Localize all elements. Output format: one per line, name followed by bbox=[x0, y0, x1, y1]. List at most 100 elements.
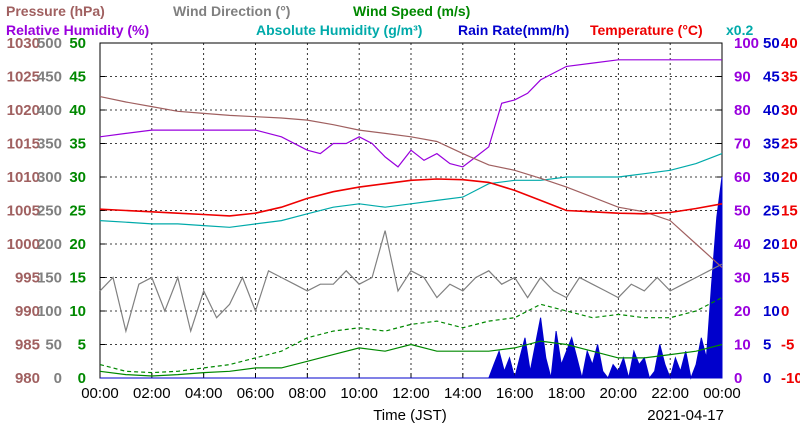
y-tick-label-wind-direction: 0 bbox=[54, 370, 62, 387]
y-tick-label-pressure: 1025 bbox=[7, 69, 40, 86]
date-label: 2021-04-17 bbox=[647, 407, 724, 424]
series-pressure bbox=[99, 96, 723, 268]
series-wind-direction bbox=[99, 230, 723, 334]
y-tick-label-temperature: 35 bbox=[781, 69, 798, 86]
series-rain-rate bbox=[100, 176, 723, 380]
y-tick-label-wind-direction: 200 bbox=[37, 236, 62, 253]
y-tick-label-pressure: 1020 bbox=[7, 102, 40, 119]
y-tick-label-wind-speed: 10 bbox=[69, 303, 86, 320]
y-tick-label-wind-speed: 30 bbox=[69, 169, 86, 186]
x-tick-label: 18:00 bbox=[548, 385, 586, 402]
y-tick-label-pressure: 985 bbox=[15, 337, 40, 354]
x-tick-label: 22:00 bbox=[651, 385, 689, 402]
y-tick-label-rain-rate: 0 bbox=[763, 370, 771, 387]
y-tick-label-rain-rate: 45 bbox=[763, 69, 780, 86]
y-tick-label-wind-direction: 500 bbox=[37, 35, 62, 52]
y-tick-label-temperature: 10 bbox=[781, 236, 798, 253]
y-tick-label-wind-direction: 50 bbox=[45, 337, 62, 354]
x-tick-label: 06:00 bbox=[237, 385, 275, 402]
y-tick-label-humidity: 100 bbox=[734, 35, 759, 52]
y-tick-label-rain-rate: 35 bbox=[763, 136, 780, 153]
legend-relative-humidity: Relative Humidity (%) bbox=[6, 22, 149, 38]
y-tick-label-wind-direction: 450 bbox=[37, 69, 62, 86]
y-tick-label-wind-direction: 250 bbox=[37, 203, 62, 220]
y-tick-label-temperature: -5 bbox=[781, 337, 794, 354]
y-tick-label-humidity: 0 bbox=[734, 370, 742, 387]
y-tick-label-humidity: 40 bbox=[734, 236, 751, 253]
series-layer bbox=[99, 59, 723, 380]
y-tick-label-wind-speed: 25 bbox=[69, 203, 86, 220]
y-tick-label-wind-speed: 50 bbox=[69, 35, 86, 52]
x-tick-label: 16:00 bbox=[496, 385, 534, 402]
y-tick-label-temperature: 15 bbox=[781, 203, 798, 220]
x-axis-label: Time (JST) bbox=[373, 407, 447, 424]
y-tick-label-humidity: 70 bbox=[734, 136, 751, 153]
x-tick-label: 12:00 bbox=[392, 385, 430, 402]
y-tick-label-temperature: 30 bbox=[781, 102, 798, 119]
y-tick-label-humidity: 10 bbox=[734, 337, 751, 354]
x-tick-label: 04:00 bbox=[185, 385, 223, 402]
y-tick-label-temperature: 0 bbox=[781, 303, 789, 320]
y-tick-label-rain-rate: 25 bbox=[763, 203, 780, 220]
y-tick-label-pressure: 990 bbox=[15, 303, 40, 320]
y-tick-label-rain-rate: 15 bbox=[763, 270, 780, 287]
y-tick-label-wind-direction: 100 bbox=[37, 303, 62, 320]
y-tick-label-wind-speed: 15 bbox=[69, 270, 86, 287]
y-tick-label-humidity: 60 bbox=[734, 169, 751, 186]
y-tick-label-pressure: 1030 bbox=[7, 35, 40, 52]
y-tick-label-temperature: 25 bbox=[781, 136, 798, 153]
x-tick-label: 02:00 bbox=[133, 385, 171, 402]
series-relative-humidity bbox=[99, 59, 722, 168]
x-tick-label: 20:00 bbox=[600, 385, 638, 402]
rain-scale-note: x0.2 bbox=[726, 22, 753, 38]
y-tick-label-wind-direction: 400 bbox=[37, 102, 62, 119]
y-tick-label-humidity: 30 bbox=[734, 270, 751, 287]
x-tick-label: 14:00 bbox=[444, 385, 482, 402]
x-tick-label: 00:00 bbox=[81, 385, 119, 402]
grid bbox=[100, 43, 722, 378]
axis-ticks: 00:00 02:00 04:00 06:00 08:00 10:00 12:00 14:00… bbox=[7, 35, 800, 402]
y-tick-label-pressure: 1005 bbox=[7, 203, 40, 220]
y-tick-label-pressure: 995 bbox=[15, 270, 40, 287]
legend-absolute-humidity: Absolute Humidity (g/m³) bbox=[256, 22, 422, 38]
series-wind-speed-gust bbox=[99, 297, 723, 374]
y-tick-label-temperature: 40 bbox=[781, 35, 798, 52]
legend-pressure: Pressure (hPa) bbox=[6, 3, 105, 19]
y-tick-label-rain-rate: 30 bbox=[763, 169, 780, 186]
y-tick-label-humidity: 80 bbox=[734, 102, 751, 119]
x-tick-label: 10:00 bbox=[340, 385, 378, 402]
y-tick-label-rain-rate: 50 bbox=[763, 35, 780, 52]
series-absolute-humidity bbox=[99, 153, 723, 228]
series-temperature bbox=[99, 178, 723, 217]
series-wind-speed bbox=[99, 340, 723, 377]
y-tick-label-rain-rate: 40 bbox=[763, 102, 780, 119]
y-tick-label-wind-speed: 40 bbox=[69, 102, 86, 119]
y-tick-label-rain-rate: 10 bbox=[763, 303, 780, 320]
y-tick-label-temperature: 20 bbox=[781, 169, 798, 186]
y-tick-label-wind-direction: 350 bbox=[37, 136, 62, 153]
legend-temperature: Temperature (°C) bbox=[590, 22, 703, 38]
y-tick-label-humidity: 20 bbox=[734, 303, 751, 320]
y-tick-label-pressure: 1010 bbox=[7, 169, 40, 186]
x-tick-label: 08:00 bbox=[289, 385, 327, 402]
legend-wind-direction: Wind Direction (°) bbox=[173, 3, 290, 19]
y-tick-label-pressure: 1015 bbox=[7, 136, 40, 153]
y-tick-label-rain-rate: 5 bbox=[763, 337, 771, 354]
y-tick-label-temperature: 5 bbox=[781, 270, 789, 287]
legend-wind-speed: Wind Speed (m/s) bbox=[353, 3, 470, 19]
y-tick-label-rain-rate: 20 bbox=[763, 236, 780, 253]
y-tick-label-pressure: 1000 bbox=[7, 236, 40, 253]
y-tick-label-temperature: -10 bbox=[781, 370, 800, 387]
y-tick-label-pressure: 980 bbox=[15, 370, 40, 387]
legend: Pressure (hPa) Wind Direction (°) Wind S… bbox=[6, 3, 753, 38]
legend-rain-rate: Rain Rate(mm/h) bbox=[458, 22, 569, 38]
y-tick-label-humidity: 90 bbox=[734, 69, 751, 86]
y-tick-label-wind-speed: 0 bbox=[78, 370, 86, 387]
x-tick-label: 00:00 bbox=[703, 385, 741, 402]
y-tick-label-wind-speed: 5 bbox=[78, 337, 86, 354]
y-tick-label-wind-speed: 45 bbox=[69, 69, 86, 86]
y-tick-label-wind-speed: 20 bbox=[69, 236, 86, 253]
y-tick-label-wind-speed: 35 bbox=[69, 136, 86, 153]
y-tick-label-wind-direction: 300 bbox=[37, 169, 62, 186]
